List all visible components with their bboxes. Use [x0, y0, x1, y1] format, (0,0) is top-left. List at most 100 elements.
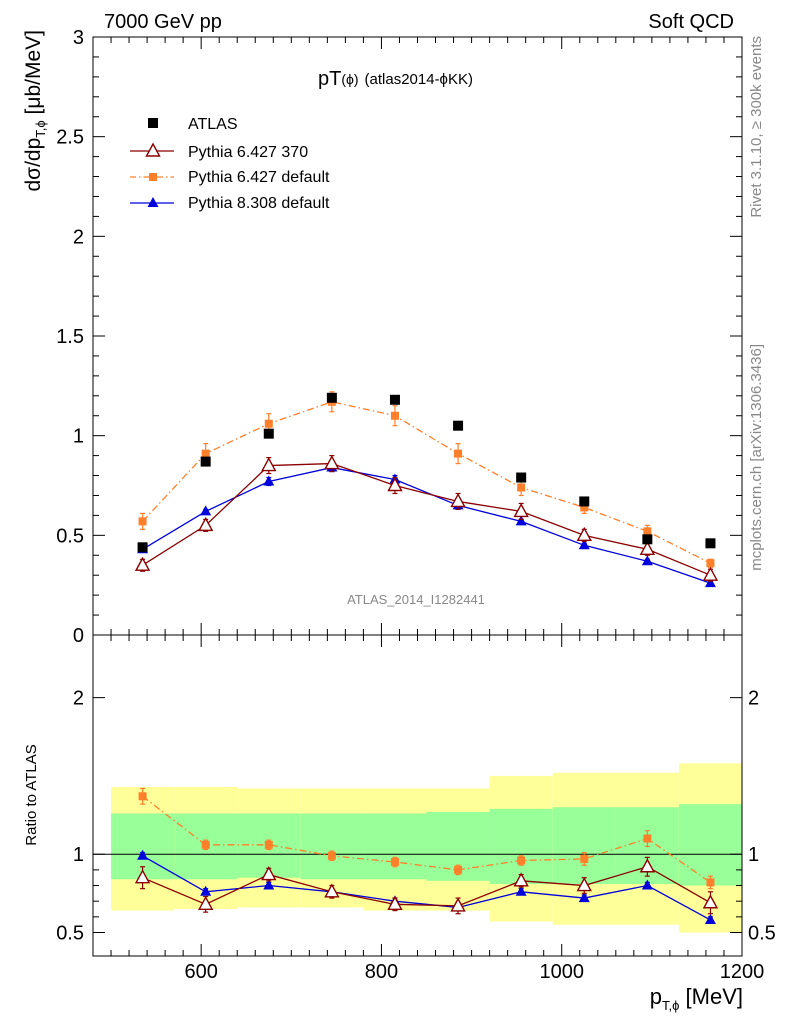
series-pythia8-default-point — [200, 505, 212, 516]
ratio-band-inner — [300, 813, 364, 880]
series-atlas-point — [200, 456, 211, 467]
header-left: 7000 GeV pp — [104, 11, 222, 33]
series-pythia6-default-point — [580, 503, 589, 512]
ratio-pythia6-default-point — [643, 834, 652, 843]
ratio-pythia8-default-point — [515, 885, 527, 896]
series-atlas-point — [389, 394, 400, 405]
y-tick-label-main: 2 — [73, 226, 84, 248]
ratio-pythia6-370-point — [197, 895, 214, 911]
series-pythia8-default-point — [263, 475, 275, 486]
series-pythia6-370-point — [576, 526, 592, 542]
legend-label-py370: Pythia 6.427 370 — [188, 144, 308, 161]
x-tick-label: 600 — [184, 961, 217, 983]
y-tick-label-main: 1.5 — [56, 326, 84, 348]
ratio-pythia6-370-point — [450, 897, 466, 912]
series-pythia8-default-line — [142, 466, 711, 584]
ratio-pythia8-default-point — [578, 892, 590, 903]
ratio-band-inner — [552, 807, 616, 884]
series-pythia6-370-point — [387, 477, 403, 492]
series-pythia6-370-point — [324, 455, 340, 470]
series-atlas-point — [642, 534, 653, 545]
series-pythia6-370-point — [639, 540, 656, 555]
ratio-band-inner — [678, 804, 742, 886]
series-pythia6-default-point — [264, 419, 273, 428]
legend-marker-pydef — [149, 173, 157, 181]
side-label-bottom: mcplots.cern.ch [arXiv:1306.3436] — [748, 344, 765, 571]
series-pythia6-370-point — [513, 502, 529, 518]
series-pythia8-default-point — [515, 515, 527, 526]
x-tick-label: 1000 — [539, 961, 584, 983]
series-pythia8-default-point — [704, 577, 716, 588]
series-atlas-point — [263, 428, 274, 439]
x-axis-label-unit: [MeV] — [679, 984, 743, 1009]
plot-title: pT(ϕ) (atlas2014-ϕKK) — [318, 68, 473, 90]
x-axis-label-sub: T,ϕ — [662, 998, 679, 1013]
ratio-pythia6-370-point — [702, 894, 719, 909]
ratio-pythia6-370-line — [142, 866, 711, 907]
ratio-pythia6-370-point — [513, 872, 529, 887]
series-pythia6-default-point — [454, 449, 463, 458]
series-pythia6-370-point — [261, 457, 277, 472]
series-atlas-point — [326, 392, 337, 403]
side-label-top: Rivet 3.1.10, ≥ 300k events — [748, 36, 765, 218]
ratio-pythia6-370-point — [324, 883, 340, 898]
series-atlas-point — [516, 472, 527, 483]
ratio-pythia6-370-point — [387, 895, 403, 911]
ratio-pythia8-default-point — [263, 879, 275, 890]
ratio-pythia6-370-point — [639, 858, 656, 873]
series-pythia8-default-point — [578, 539, 590, 550]
y-axis-label-main-unit: [μb/MeV] — [22, 30, 45, 120]
ratio-band-inner — [489, 808, 553, 884]
legend-marker-atlas — [148, 118, 158, 128]
legend-marker-py8 — [147, 197, 159, 207]
y-tick-label-ratio-left: 2 — [73, 688, 84, 710]
y-tick-label-ratio-left: 0.5 — [56, 923, 84, 945]
ratio-pythia6-default-point — [706, 878, 715, 887]
series-pythia6-default-point — [138, 517, 147, 526]
y-axis-label-main-text: dσ/dp — [22, 138, 45, 192]
y-tick-label-ratio-right: 2 — [748, 688, 759, 710]
series-pythia6-370-point — [702, 566, 719, 581]
series-pythia6-370-point — [197, 516, 214, 532]
ratio-pythia6-default-line — [142, 795, 711, 883]
ratio-pythia6-370-point — [134, 869, 151, 884]
legend-label-py8: Pythia 8.308 default — [188, 195, 330, 212]
ratio-pythia6-default-point — [264, 840, 273, 849]
x-axis-label-text: p — [650, 984, 662, 1009]
ratio-pythia8-default-line — [142, 855, 711, 921]
plot-title-detail: (atlas2014-ϕKK) — [365, 71, 473, 88]
ratio-pythia8-default-point — [704, 913, 716, 924]
y-tick-label-main: 3 — [73, 27, 84, 49]
y-axis-label-main: dσ/dpT,ϕ [μb/MeV] — [22, 30, 48, 192]
series-atlas-point — [137, 542, 148, 553]
series-pythia6-default-point — [390, 411, 399, 420]
legend-label-pydef: Pythia 6.427 default — [188, 169, 330, 186]
series-pythia6-default-point — [201, 449, 210, 458]
y-tick-label-main: 0.5 — [56, 525, 84, 547]
ratio-pythia6-370-point — [261, 866, 277, 881]
y-tick-label-main: 1 — [73, 426, 84, 448]
ratio-pythia6-default-point — [580, 854, 589, 863]
ratio-pythia6-370-point — [576, 877, 592, 892]
series-atlas-point — [453, 420, 464, 431]
ratio-pythia6-default-point — [327, 851, 336, 860]
y-tick-label-ratio-right: 0.5 — [748, 923, 776, 945]
ratio-pythia6-default-point — [517, 856, 526, 865]
legend-label-atlas: ATLAS — [188, 116, 238, 133]
ratio-pythia6-default-point — [138, 792, 147, 801]
x-tick-label: 1200 — [720, 961, 765, 983]
plot-title-main: pT — [318, 68, 341, 90]
y-tick-label-ratio-left: 1 — [73, 844, 84, 866]
x-tick-label: 800 — [365, 961, 398, 983]
chart-marks: 600 800 1000 1200 0 0.5 1 1.5 2 2.5 3 0.5 0.5 1 1 2 2 — [56, 27, 776, 983]
y-tick-label-main: 2.5 — [56, 127, 84, 149]
ratio-pythia8-default-point — [200, 885, 212, 896]
series-pythia6-370-line — [142, 462, 711, 576]
ratio-pythia6-default-point — [454, 865, 463, 874]
series-pythia6-default-point — [517, 483, 526, 492]
series-atlas-point — [579, 496, 590, 507]
series-pythia6-default-point — [706, 559, 715, 568]
series-pythia6-default-line — [142, 401, 711, 564]
header-right: Soft QCD — [648, 11, 734, 33]
